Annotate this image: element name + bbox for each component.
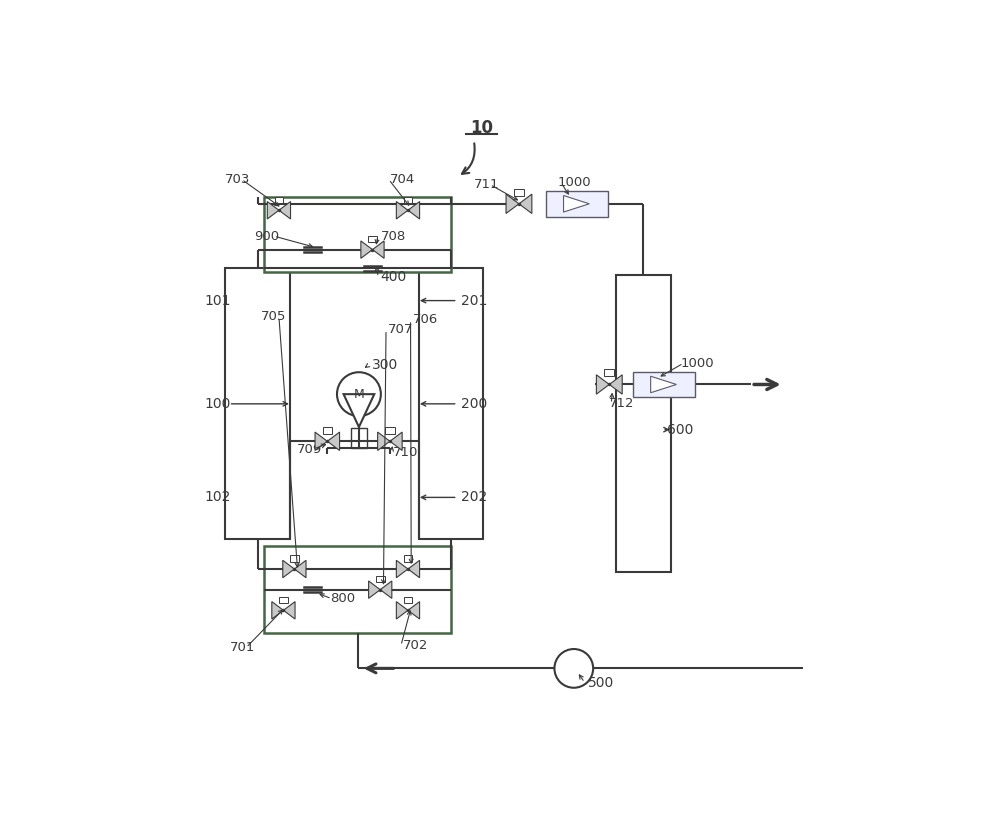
Polygon shape (506, 194, 519, 214)
Text: 201: 201 (461, 293, 487, 308)
Polygon shape (372, 241, 384, 258)
Text: 500: 500 (588, 675, 614, 690)
Polygon shape (294, 561, 306, 577)
Bar (323, 427, 332, 433)
Bar (404, 556, 412, 561)
Text: 709: 709 (297, 442, 322, 456)
Polygon shape (519, 194, 532, 214)
Text: 712: 712 (609, 397, 635, 411)
Text: 102: 102 (204, 490, 230, 504)
Polygon shape (408, 561, 420, 577)
Bar (368, 236, 377, 242)
Circle shape (554, 649, 593, 688)
Polygon shape (369, 581, 380, 598)
Bar (514, 189, 524, 196)
Text: 704: 704 (390, 173, 415, 186)
Polygon shape (279, 202, 291, 219)
Text: 702: 702 (403, 639, 428, 652)
Text: 706: 706 (412, 313, 438, 327)
Polygon shape (408, 602, 420, 619)
Polygon shape (283, 561, 294, 577)
Bar (275, 197, 283, 203)
Polygon shape (396, 561, 408, 577)
Polygon shape (390, 432, 402, 451)
Bar (616, 275, 671, 572)
Polygon shape (315, 432, 327, 451)
Text: 707: 707 (388, 323, 413, 336)
Polygon shape (344, 394, 374, 427)
Text: 1000: 1000 (680, 357, 714, 370)
Text: 710: 710 (393, 446, 419, 458)
Text: 10: 10 (471, 119, 494, 137)
Bar (546, 191, 608, 217)
Text: 101: 101 (204, 293, 231, 308)
Polygon shape (396, 602, 408, 619)
Polygon shape (378, 432, 390, 451)
Bar (604, 370, 614, 376)
Bar (404, 197, 412, 203)
Text: 900: 900 (254, 230, 280, 242)
Bar (290, 556, 299, 561)
Bar (404, 597, 412, 603)
Bar (225, 268, 290, 540)
Polygon shape (651, 376, 676, 393)
Text: M: M (354, 388, 364, 401)
Polygon shape (327, 432, 340, 451)
Polygon shape (361, 241, 372, 258)
Polygon shape (408, 202, 420, 219)
Polygon shape (609, 375, 622, 394)
Text: 1000: 1000 (558, 176, 591, 189)
Text: 400: 400 (380, 271, 406, 284)
Circle shape (337, 372, 381, 416)
Bar (264, 546, 451, 633)
Text: 701: 701 (230, 641, 255, 654)
Bar (419, 268, 483, 540)
Bar (376, 576, 385, 582)
Polygon shape (564, 195, 589, 212)
Bar (264, 198, 451, 272)
Polygon shape (267, 202, 279, 219)
Text: 705: 705 (261, 310, 286, 323)
Polygon shape (596, 375, 609, 394)
Polygon shape (283, 602, 295, 619)
Bar (633, 371, 695, 397)
Polygon shape (272, 602, 283, 619)
Text: 600: 600 (667, 422, 694, 437)
Text: 300: 300 (372, 358, 398, 372)
Text: 202: 202 (461, 490, 487, 504)
Polygon shape (396, 202, 408, 219)
Text: 200: 200 (461, 397, 487, 411)
Polygon shape (380, 581, 392, 598)
Text: 100: 100 (204, 397, 230, 411)
Text: 708: 708 (381, 230, 406, 242)
Bar (385, 427, 395, 433)
Text: 703: 703 (225, 173, 251, 186)
Bar (351, 428, 367, 447)
Text: 800: 800 (331, 592, 356, 605)
Text: 711: 711 (474, 178, 499, 191)
Bar (279, 597, 288, 603)
